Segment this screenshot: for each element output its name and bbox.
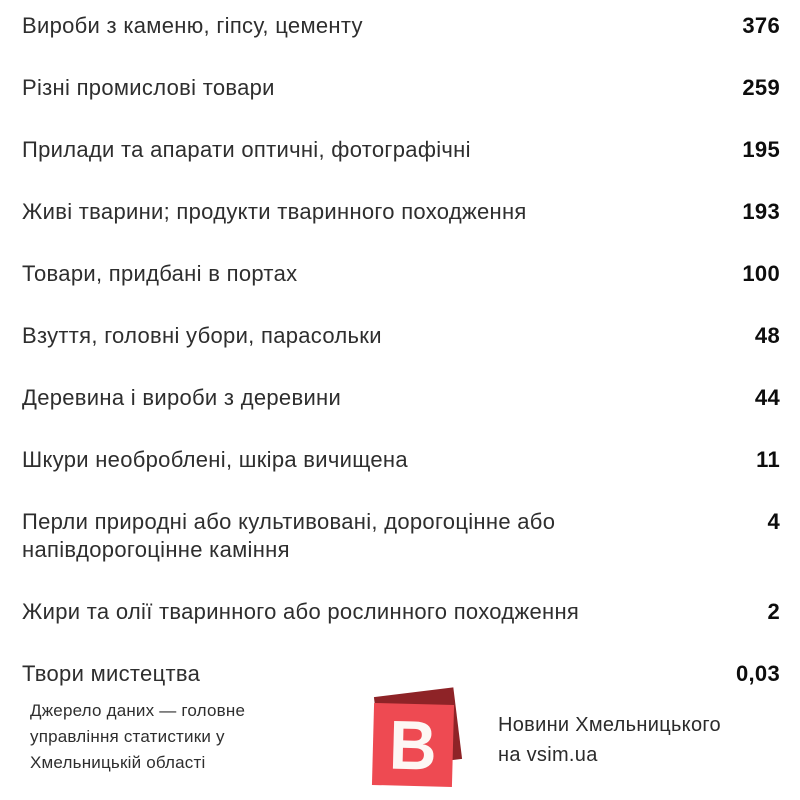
table-row: Вироби з каменю, гіпсу, цементу 376: [22, 12, 780, 40]
table-row: Перли природні або культивовані, дорогоц…: [22, 508, 780, 564]
category-label: Шкури необроблені, шкіра вичищена: [22, 447, 408, 472]
category-label: Різні промислові товари: [22, 75, 275, 100]
category-label: Деревина і вироби з деревини: [22, 385, 342, 410]
category-label: Твори мистецтва: [22, 661, 201, 686]
table-row: Твори мистецтва 0,03: [22, 660, 780, 688]
category-value: 100: [742, 261, 780, 286]
category-label: Жири та олії тваринного або рослинного п…: [22, 599, 580, 624]
category-value: 259: [742, 75, 780, 100]
category-label: Вироби з каменю, гіпсу, цементу: [22, 13, 363, 38]
table-row: Різні промислові товари 259: [22, 74, 780, 102]
vsim-brand-letter: В: [388, 705, 438, 785]
category-value: 2: [767, 599, 780, 624]
table-row: Прилади та апарати оптичні, фотографічні…: [22, 136, 780, 164]
category-label: Товари, придбані в портах: [22, 261, 298, 286]
data-source-note: Джерело даних — головне управління стати…: [30, 701, 246, 772]
table-row: Шкури необроблені, шкіра вичищена 11: [22, 446, 780, 474]
vsim-logo-front-shape: В: [371, 702, 455, 788]
site-note: Новини Хмельницького на vsim.ua: [498, 714, 721, 766]
category-value: 0,03: [735, 661, 780, 686]
category-label: Взуття, головні убори, парасольки: [22, 323, 382, 348]
category-value: 195: [742, 137, 780, 162]
category-label: Живі тварини; продукти тваринного походж…: [22, 199, 527, 224]
category-value: 193: [742, 199, 780, 224]
table-row: Жири та олії тваринного або рослинного п…: [22, 598, 780, 626]
category-list: Вироби з каменю, гіпсу, цементу 376 Різні …: [22, 12, 780, 688]
table-row: Деревина і вироби з деревини 44: [22, 384, 780, 412]
category-value: 44: [754, 385, 780, 410]
category-label: Перли природні або культивовані, дорогоц…: [22, 509, 556, 562]
vsim-logo: В: [368, 687, 464, 794]
category-value: 376: [742, 13, 780, 38]
table-row: Взуття, головні убори, парасольки 48: [22, 322, 780, 350]
category-value: 48: [754, 323, 780, 348]
category-value: 4: [767, 509, 780, 534]
table-row: Живі тварини; продукти тваринного походж…: [22, 198, 780, 226]
category-label: Прилади та апарати оптичні, фотографічні: [22, 137, 471, 162]
category-value: 11: [756, 447, 780, 472]
footer: Джерело даних — головне управління стати…: [0, 687, 800, 800]
table-row: Товари, придбані в портах 100: [22, 260, 780, 288]
